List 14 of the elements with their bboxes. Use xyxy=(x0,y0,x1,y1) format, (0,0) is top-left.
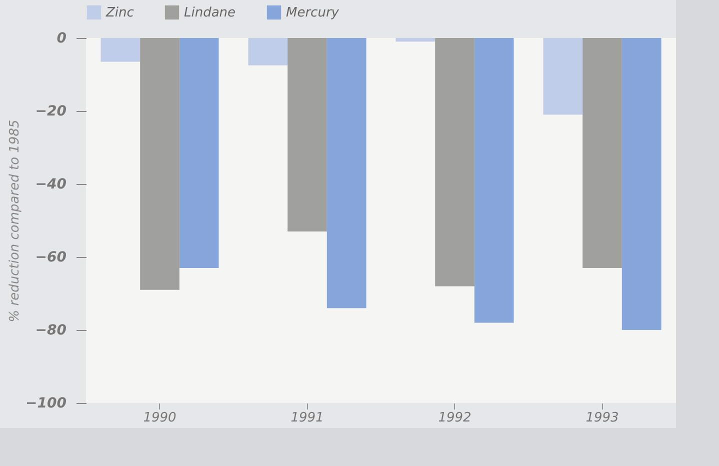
y-tick-label: −80 xyxy=(35,322,67,338)
legend-label: Lindane xyxy=(184,5,236,20)
y-axis-title: % reduction compared to 1985 xyxy=(8,120,23,322)
x-tick-label: 1992 xyxy=(438,410,472,426)
legend-label: Zinc xyxy=(105,5,134,20)
x-tick-label: 1990 xyxy=(143,410,176,426)
y-tick-label: −40 xyxy=(35,176,67,192)
x-tick-label: 1993 xyxy=(586,410,619,426)
y-tick-label: −20 xyxy=(35,104,67,120)
y-tick-label: −60 xyxy=(35,250,67,266)
x-tick-label: 1991 xyxy=(290,410,324,426)
y-tick-label: 0 xyxy=(56,30,67,46)
legend-label: Mercury xyxy=(286,5,340,20)
y-tick-label: −100 xyxy=(26,396,67,412)
